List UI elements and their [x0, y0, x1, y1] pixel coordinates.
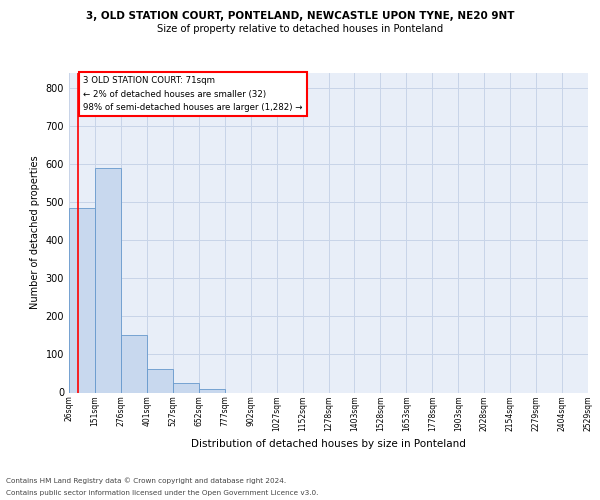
Bar: [199, 390, 224, 392]
Bar: [95, 168, 121, 392]
Text: 3, OLD STATION COURT, PONTELAND, NEWCASTLE UPON TYNE, NE20 9NT: 3, OLD STATION COURT, PONTELAND, NEWCAST…: [86, 11, 514, 21]
Text: Contains HM Land Registry data © Crown copyright and database right 2024.: Contains HM Land Registry data © Crown c…: [6, 478, 286, 484]
Bar: [147, 368, 173, 392]
Text: Size of property relative to detached houses in Ponteland: Size of property relative to detached ho…: [157, 24, 443, 34]
Bar: [173, 383, 199, 392]
Bar: [69, 208, 95, 392]
Bar: [121, 336, 147, 392]
Text: Contains public sector information licensed under the Open Government Licence v3: Contains public sector information licen…: [6, 490, 319, 496]
Y-axis label: Number of detached properties: Number of detached properties: [30, 156, 40, 310]
Text: 3 OLD STATION COURT: 71sqm
← 2% of detached houses are smaller (32)
98% of semi-: 3 OLD STATION COURT: 71sqm ← 2% of detac…: [83, 76, 303, 112]
X-axis label: Distribution of detached houses by size in Ponteland: Distribution of detached houses by size …: [191, 439, 466, 449]
